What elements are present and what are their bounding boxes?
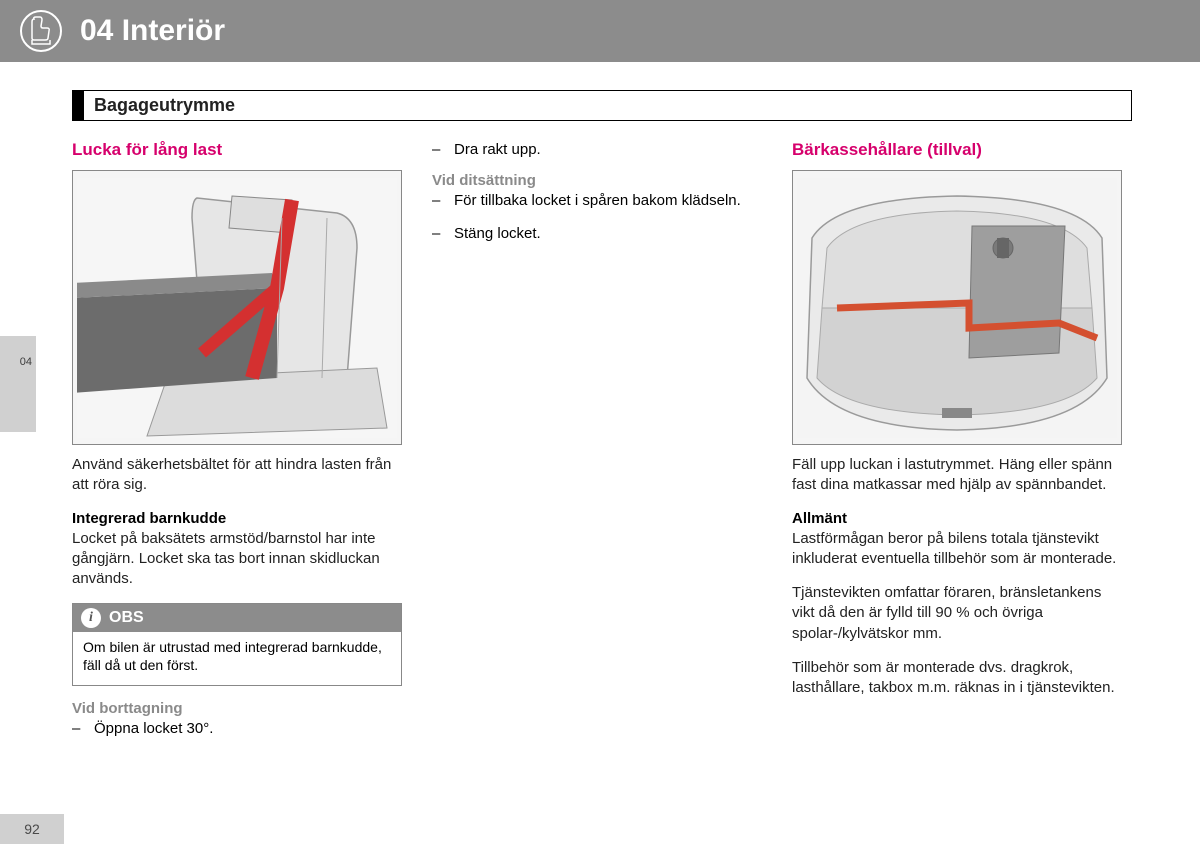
col2-item1: Dra rakt upp. [454, 140, 541, 160]
chapter-header: 04 Interiör [0, 0, 1200, 62]
section-title-bar: Bagageutrymme [72, 90, 1132, 121]
sub-integrerad-title: Integrerad barnkudde [72, 510, 402, 527]
seat-icon [20, 10, 62, 52]
allmant-p2: Tjänstevikten omfattar föraren, bränslet… [792, 583, 1122, 644]
sub-allmant-title: Allmänt [792, 510, 1122, 527]
col2-item3: Stäng locket. [454, 224, 541, 244]
col2-item2: För tillbaka locket i spåren bakom kläds… [454, 191, 741, 211]
col2-list3: –Stäng locket. [432, 224, 762, 244]
obs-body-text: Om bilen är utrustad med integrerad barn… [73, 632, 401, 684]
fig1-caption: Använd säkerhetsbältet för att hindra la… [72, 455, 402, 496]
borttagning-item: Öppna locket 30°. [94, 719, 213, 739]
col2-list1: –Dra rakt upp. [432, 140, 762, 160]
column-3: Bärkassehållare (tillval) Fäll upp lu [792, 140, 1122, 751]
sub-integrerad-body: Locket på baksätets armstöd/barnstol har… [72, 529, 402, 590]
figure-trunk-holder [792, 170, 1122, 445]
page-number: 92 [0, 814, 64, 844]
figure-seat-strap [72, 170, 402, 445]
info-icon: i [81, 608, 101, 628]
obs-header: i OBS [73, 604, 401, 632]
allmant-p3: Tillbehör som är monterade dvs. dragkrok… [792, 658, 1122, 699]
tab-number: 04 [20, 356, 32, 368]
page-number-text: 92 [24, 821, 40, 837]
column-1: Lucka för lång last Använd s [72, 140, 402, 751]
obs-label: OBS [109, 609, 144, 627]
col2-list2: –För tillbaka locket i spåren bakom kläd… [432, 191, 762, 211]
fig2-caption: Fäll upp luckan i lastutrymmet. Häng ell… [792, 455, 1122, 496]
heading-lucka: Lucka för lång last [72, 140, 402, 160]
chapter-side-tab: 04 [0, 336, 36, 432]
chapter-title: 04 Interiör [80, 14, 225, 48]
sub-borttagning-title: Vid borttagning [72, 700, 402, 717]
section-title: Bagageutrymme [94, 95, 1121, 116]
heading-barkasse: Bärkassehållare (tillval) [792, 140, 1122, 160]
sub-ditsattning-title: Vid ditsättning [432, 172, 762, 189]
borttagning-list: –Öppna locket 30°. [72, 719, 402, 739]
allmant-p1: Lastförmågan beror på bilens totala tjän… [792, 529, 1122, 570]
obs-note-box: i OBS Om bilen är utrustad med integrera… [72, 603, 402, 685]
column-2: –Dra rakt upp. Vid ditsättning –För till… [432, 140, 762, 751]
content-columns: Lucka för lång last Använd s [72, 140, 1132, 751]
